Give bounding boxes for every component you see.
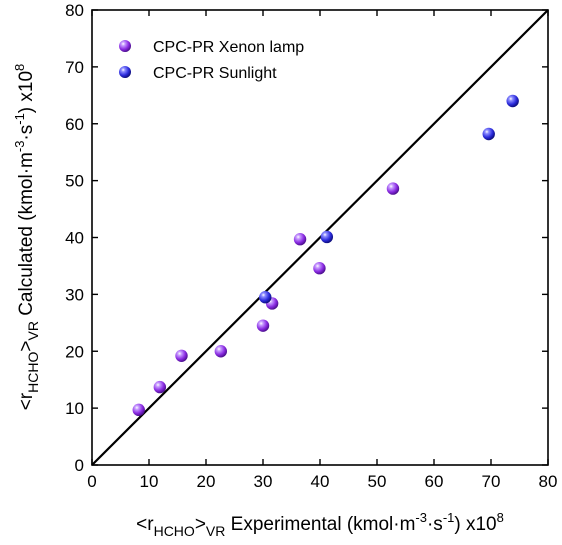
data-point [259,291,272,304]
y-tick-label: 30 [65,285,84,304]
y-tick-label: 60 [65,115,84,134]
data-point [313,262,326,275]
legend-label-sunlight: CPC-PR Sunlight [153,65,277,82]
y-tick-label: 80 [65,1,84,20]
x-tick-label: 50 [368,472,387,491]
data-point [153,380,167,394]
x-tick-label: 40 [311,472,330,491]
y-tick-label: 70 [65,58,84,77]
data-point [386,182,400,195]
x-tick-label: 30 [254,472,273,491]
legend: CPC-PR Xenon lamp CPC-PR Sunlight [119,39,304,82]
y-axis-label: <rHCHO>VR Calculated (kmol·m-3·s-1) x108 [12,64,41,411]
legend-label-xenon: CPC-PR Xenon lamp [153,39,304,56]
legend-marker-sunlight [119,66,131,78]
x-tick-label: 70 [482,472,501,491]
x-axis-label: <rHCHO>VR Experimental (kmol·m-3·s-1) x1… [136,510,504,539]
x-tick-label: 0 [87,472,96,491]
data-point [293,233,307,246]
data-point [175,349,188,362]
y-tick-label: 10 [65,399,84,418]
axis-ticks-layer: 0 10 20 30 40 50 60 70 80 0 10 20 30 40 50 60 70 80 [65,1,557,491]
data-point [132,403,145,417]
x-tick-label: 80 [539,472,558,491]
y-tick-label: 50 [65,172,84,191]
x-tick-label: 60 [425,472,444,491]
data-point [256,319,270,332]
reference-line-y-equals-x [91,9,549,466]
x-tick-label: 10 [140,472,159,491]
data-point [482,127,495,141]
data-point [506,94,519,108]
series-sunlight [259,94,519,304]
y-tick-label: 40 [65,229,84,248]
y-tick-label: 20 [65,342,84,361]
legend-marker-xenon [119,40,131,52]
data-point [320,230,334,244]
series-xenon-lamp [132,182,400,417]
y-tick-label: 0 [75,456,84,475]
x-tick-label: 20 [197,472,216,491]
reference-line-layer [91,9,549,466]
data-points-layer [132,94,519,417]
data-point [214,345,228,358]
